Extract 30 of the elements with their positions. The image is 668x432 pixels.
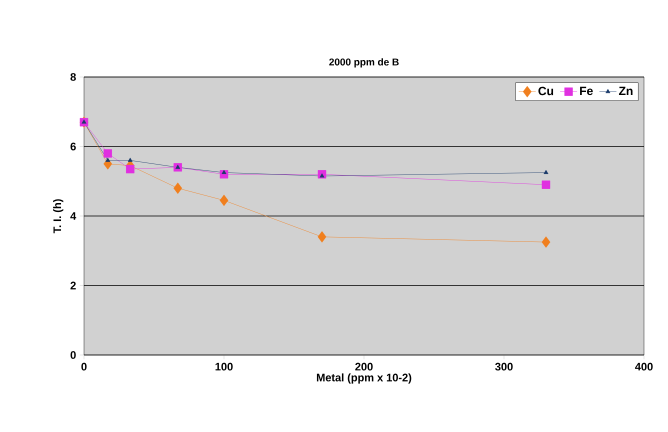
point — [544, 170, 548, 174]
y-tick-label: 4 — [70, 212, 76, 220]
point — [105, 158, 110, 162]
y-tick-label: 6 — [70, 142, 76, 150]
point — [318, 231, 326, 243]
point — [320, 173, 324, 178]
point — [104, 149, 112, 158]
legend-label: Zn — [618, 86, 632, 96]
x-tick-label: 300 — [495, 362, 513, 371]
point — [222, 170, 226, 174]
legend-label: Cu — [538, 86, 554, 96]
point — [175, 164, 180, 169]
y-tick-label: 0 — [70, 351, 76, 359]
x-tick-label: 400 — [635, 362, 653, 371]
point — [173, 182, 182, 194]
point — [542, 180, 550, 189]
point — [220, 194, 228, 206]
x-tick-label: 0 — [81, 362, 87, 371]
y-tick-label: 8 — [70, 73, 76, 81]
x-tick-label: 200 — [355, 362, 373, 371]
point — [126, 164, 134, 174]
point — [542, 236, 550, 248]
x-axis-title: Metal (ppm x 10-2) — [316, 373, 412, 384]
chart-title: 2000 ppm de B — [329, 58, 399, 68]
point — [82, 119, 86, 124]
x-tick-label: 100 — [216, 362, 233, 371]
point — [128, 158, 133, 162]
legend-label: Fe — [580, 86, 593, 96]
y-tick-label: 2 — [70, 282, 76, 290]
y-axis-title: T. I. (h) — [53, 199, 64, 234]
